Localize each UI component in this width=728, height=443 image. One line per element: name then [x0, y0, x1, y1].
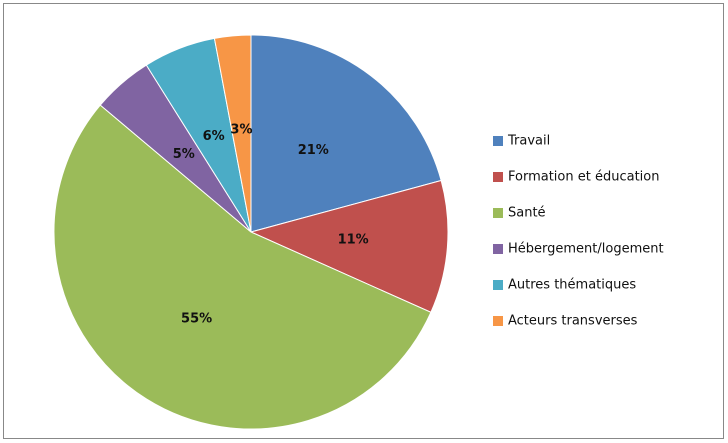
legend-label: Travail [507, 134, 550, 149]
data-label: 55% [181, 311, 212, 326]
legend-label: Acteurs transverses [508, 314, 638, 329]
pie-slice [213, 34, 252, 233]
legend-swatch [493, 136, 503, 146]
legend-swatch [493, 280, 503, 290]
data-label: 6% [203, 129, 225, 144]
legend-swatch [493, 208, 503, 218]
pie-slice [250, 34, 442, 233]
legend-label: Santé [508, 206, 546, 221]
legend-label: Autres thématiques [508, 278, 636, 293]
legend-label: Hébergement/logement [508, 242, 664, 257]
legend-label: Formation et éducation [508, 170, 659, 185]
data-label: 5% [173, 147, 195, 162]
data-label: 11% [338, 232, 369, 247]
pie-slice [53, 104, 432, 430]
legend-swatch [493, 316, 503, 326]
legend-swatch [493, 244, 503, 254]
data-label: 21% [298, 143, 329, 158]
data-label: 3% [230, 123, 252, 138]
pie-slice [249, 179, 449, 313]
legend-swatch [493, 172, 503, 182]
